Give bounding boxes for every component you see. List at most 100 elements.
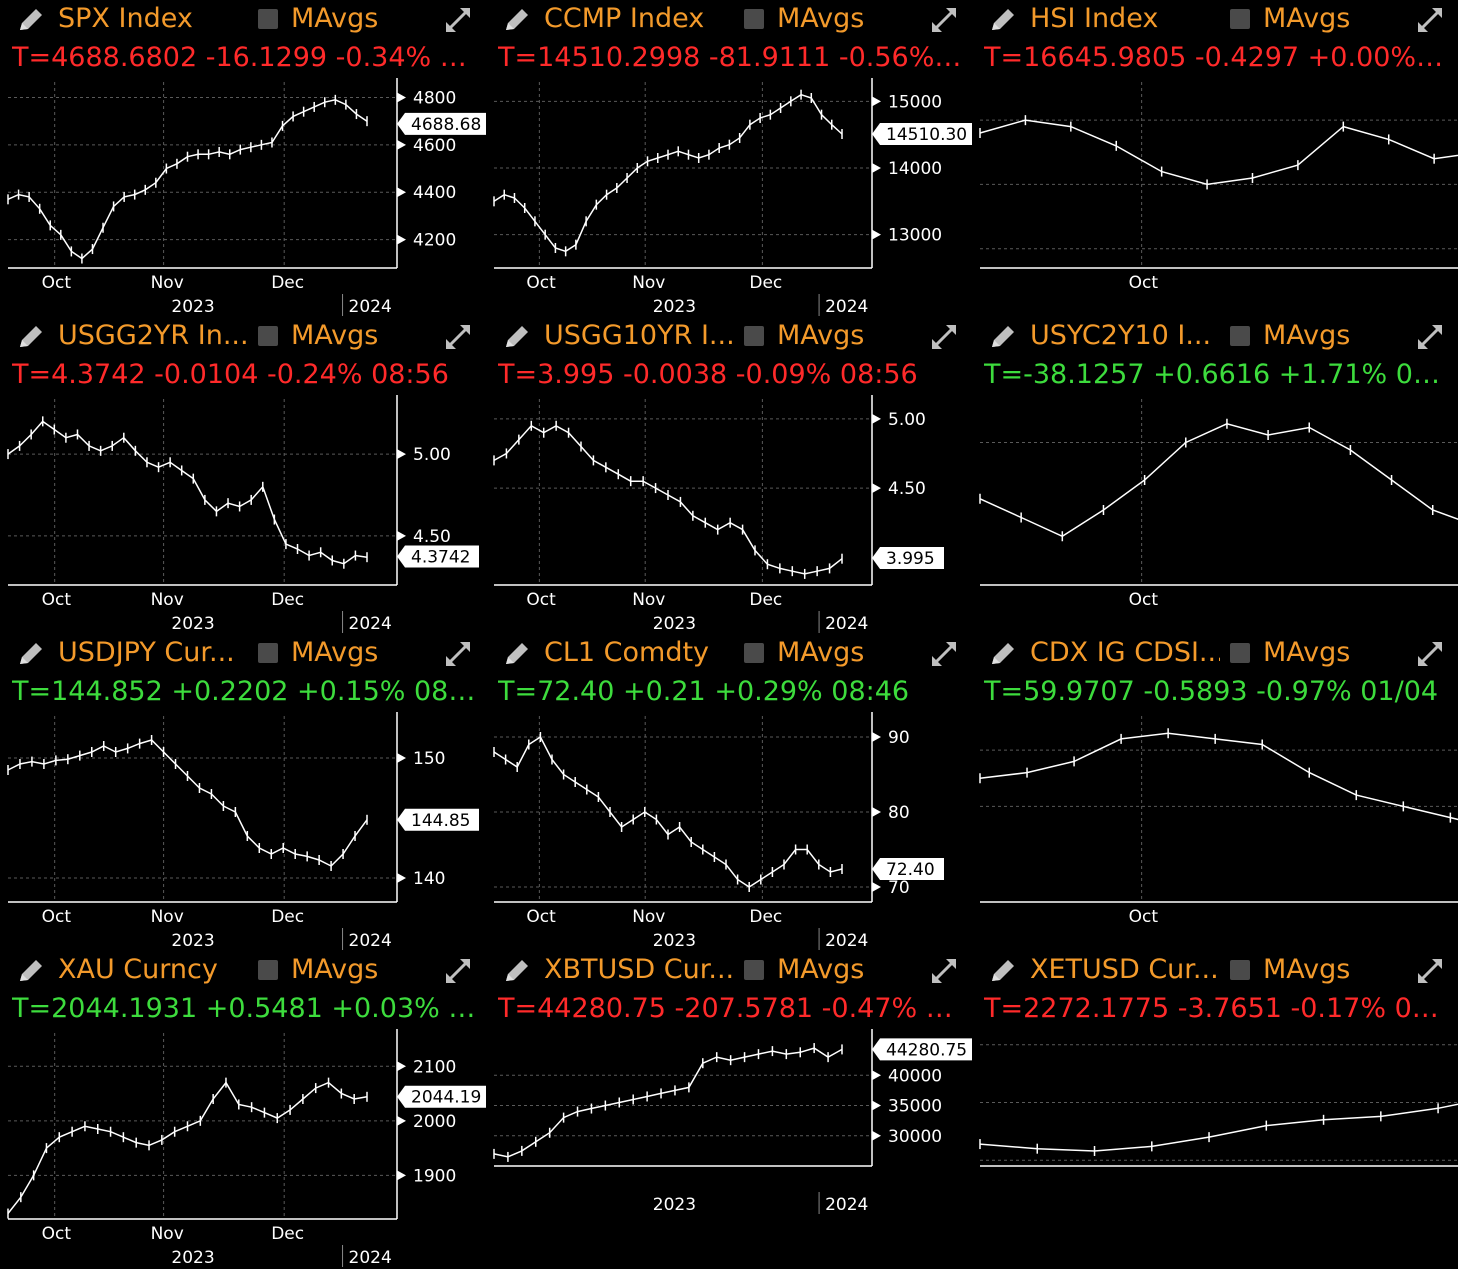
price-line xyxy=(493,735,843,888)
expand-icon[interactable] xyxy=(928,321,960,353)
security-title[interactable]: CL1 Comdty xyxy=(544,637,710,668)
year-label: 2024 xyxy=(349,1248,392,1268)
checkbox-icon[interactable] xyxy=(258,326,278,346)
price-line xyxy=(979,423,1458,538)
panel-header: XETUSD Cur... MAvgs xyxy=(972,951,1458,991)
security-title[interactable]: USYC2Y10 I... xyxy=(1030,320,1212,351)
checkbox-icon[interactable] xyxy=(1230,960,1250,980)
security-title[interactable]: XETUSD Cur... xyxy=(1030,954,1219,985)
month-label: Dec xyxy=(271,1224,304,1244)
security-title[interactable]: CCMP Index xyxy=(544,3,705,34)
expand-icon[interactable] xyxy=(442,321,474,353)
panel-header: USGG10YR I... MAvgs xyxy=(486,317,972,357)
last-price-label: 4688.68 xyxy=(411,115,481,135)
y-tick-label: 4800 xyxy=(413,88,456,108)
security-title[interactable]: USDJPY Cur... xyxy=(58,637,235,668)
tick-arrow xyxy=(872,96,881,107)
price-chart: 1900 2000 2100 Oct Nov Dec 2023 2024 2044.19 xyxy=(7,1029,486,1268)
mavgs-toggle-label[interactable]: MAvgs xyxy=(1263,320,1351,351)
price-chart: 13000 14000 15000 Oct Nov Dec 2023 2024 14510.30 xyxy=(493,78,972,317)
security-title[interactable]: SPX Index xyxy=(58,3,193,34)
mavgs-toggle-label[interactable]: MAvgs xyxy=(777,954,865,985)
pencil-icon[interactable] xyxy=(988,640,1018,668)
pencil-icon[interactable] xyxy=(988,323,1018,351)
mavgs-toggle-label[interactable]: MAvgs xyxy=(291,954,379,985)
mavgs-toggle-label[interactable]: MAvgs xyxy=(1263,637,1351,668)
price-line xyxy=(979,119,1458,186)
tick-arrow xyxy=(397,1061,406,1072)
price-chart: 30000 35000 40000 2023 2024 44280.75 xyxy=(493,1029,972,1215)
expand-icon[interactable] xyxy=(442,4,474,36)
mavgs-toggle-label[interactable]: MAvgs xyxy=(1263,3,1351,34)
checkbox-icon[interactable] xyxy=(258,643,278,663)
mavgs-toggle-label[interactable]: MAvgs xyxy=(1263,954,1351,985)
tick-arrow xyxy=(872,1130,881,1141)
pencil-icon[interactable] xyxy=(988,6,1018,34)
last-price-label: 14510.30 xyxy=(886,125,967,145)
month-label: Dec xyxy=(749,907,782,927)
price-line xyxy=(7,420,368,565)
price-line xyxy=(493,1047,843,1158)
security-title[interactable]: USGG2YR In... xyxy=(58,320,248,351)
expand-icon[interactable] xyxy=(442,955,474,987)
expand-icon[interactable] xyxy=(928,4,960,36)
tick-arrow xyxy=(872,807,881,817)
price-line xyxy=(979,732,1458,821)
security-title[interactable]: HSI Index xyxy=(1030,3,1159,34)
expand-icon[interactable] xyxy=(1414,321,1446,353)
checkbox-icon[interactable] xyxy=(258,9,278,29)
expand-icon[interactable] xyxy=(928,638,960,670)
pencil-icon[interactable] xyxy=(988,957,1018,985)
mavgs-toggle-label[interactable]: MAvgs xyxy=(291,320,379,351)
checkbox-icon[interactable] xyxy=(258,960,278,980)
y-tick-label: 1900 xyxy=(413,1166,456,1186)
mavgs-toggle-label[interactable]: MAvgs xyxy=(777,320,865,351)
panel-header: USGG2YR In... MAvgs xyxy=(0,317,486,357)
expand-icon[interactable] xyxy=(442,638,474,670)
chart-panel: CCMP Index MAvgs T=14510.2998 -81.9111 -0.… xyxy=(486,0,972,317)
security-title[interactable]: CDX IG CDSI... xyxy=(1030,637,1220,668)
price-line xyxy=(7,1081,368,1214)
checkbox-icon[interactable] xyxy=(744,960,764,980)
security-title[interactable]: XBTUSD Cur... xyxy=(544,954,734,985)
checkbox-icon[interactable] xyxy=(744,326,764,346)
pencil-icon[interactable] xyxy=(16,957,46,985)
security-title[interactable]: USGG10YR I... xyxy=(544,320,734,351)
checkbox-icon[interactable] xyxy=(1230,643,1250,663)
mavgs-toggle-label[interactable]: MAvgs xyxy=(291,3,379,34)
mavgs-toggle-label[interactable]: MAvgs xyxy=(291,637,379,668)
chart-panel: USDJPY Cur... MAvgs T=144.852 +0.2202 +0.1… xyxy=(0,634,486,951)
pencil-icon[interactable] xyxy=(502,640,532,668)
pencil-icon[interactable] xyxy=(502,323,532,351)
panel-header: CCMP Index MAvgs xyxy=(486,0,972,40)
checkbox-icon[interactable] xyxy=(744,9,764,29)
pencil-icon[interactable] xyxy=(502,6,532,34)
pencil-icon[interactable] xyxy=(16,323,46,351)
expand-icon[interactable] xyxy=(1414,955,1446,987)
y-tick-label: 5.00 xyxy=(413,445,451,465)
expand-icon[interactable] xyxy=(1414,638,1446,670)
mavgs-toggle-label[interactable]: MAvgs xyxy=(777,637,865,668)
checkbox-icon[interactable] xyxy=(744,643,764,663)
panel-header: CL1 Comdty MAvgs xyxy=(486,634,972,674)
price-chart: 4.50 5.00 Oct Nov Dec 2023 2024 4.3742 xyxy=(7,395,479,634)
checkbox-icon[interactable] xyxy=(1230,9,1250,29)
panel-header: USYC2Y10 I... MAvgs xyxy=(972,317,1458,357)
security-title[interactable]: XAU Curncy xyxy=(58,954,218,985)
last-price-label: 3.995 xyxy=(886,549,935,569)
pencil-icon[interactable] xyxy=(16,6,46,34)
y-tick-label: 4600 xyxy=(413,136,456,156)
expand-icon[interactable] xyxy=(928,955,960,987)
tick-arrow xyxy=(872,882,881,892)
last-price-box xyxy=(397,1085,486,1108)
expand-icon[interactable] xyxy=(1414,4,1446,36)
month-label: Oct xyxy=(526,273,556,293)
year-label: 2023 xyxy=(653,1195,696,1215)
pencil-icon[interactable] xyxy=(16,640,46,668)
mavgs-toggle-label[interactable]: MAvgs xyxy=(777,3,865,34)
chart-panel: USGG10YR I... MAvgs T=3.995 -0.0038 -0.09%… xyxy=(486,317,972,634)
y-tick-label: 90 xyxy=(888,728,910,748)
pencil-icon[interactable] xyxy=(502,957,532,985)
year-label: 2023 xyxy=(653,297,696,317)
checkbox-icon[interactable] xyxy=(1230,326,1250,346)
